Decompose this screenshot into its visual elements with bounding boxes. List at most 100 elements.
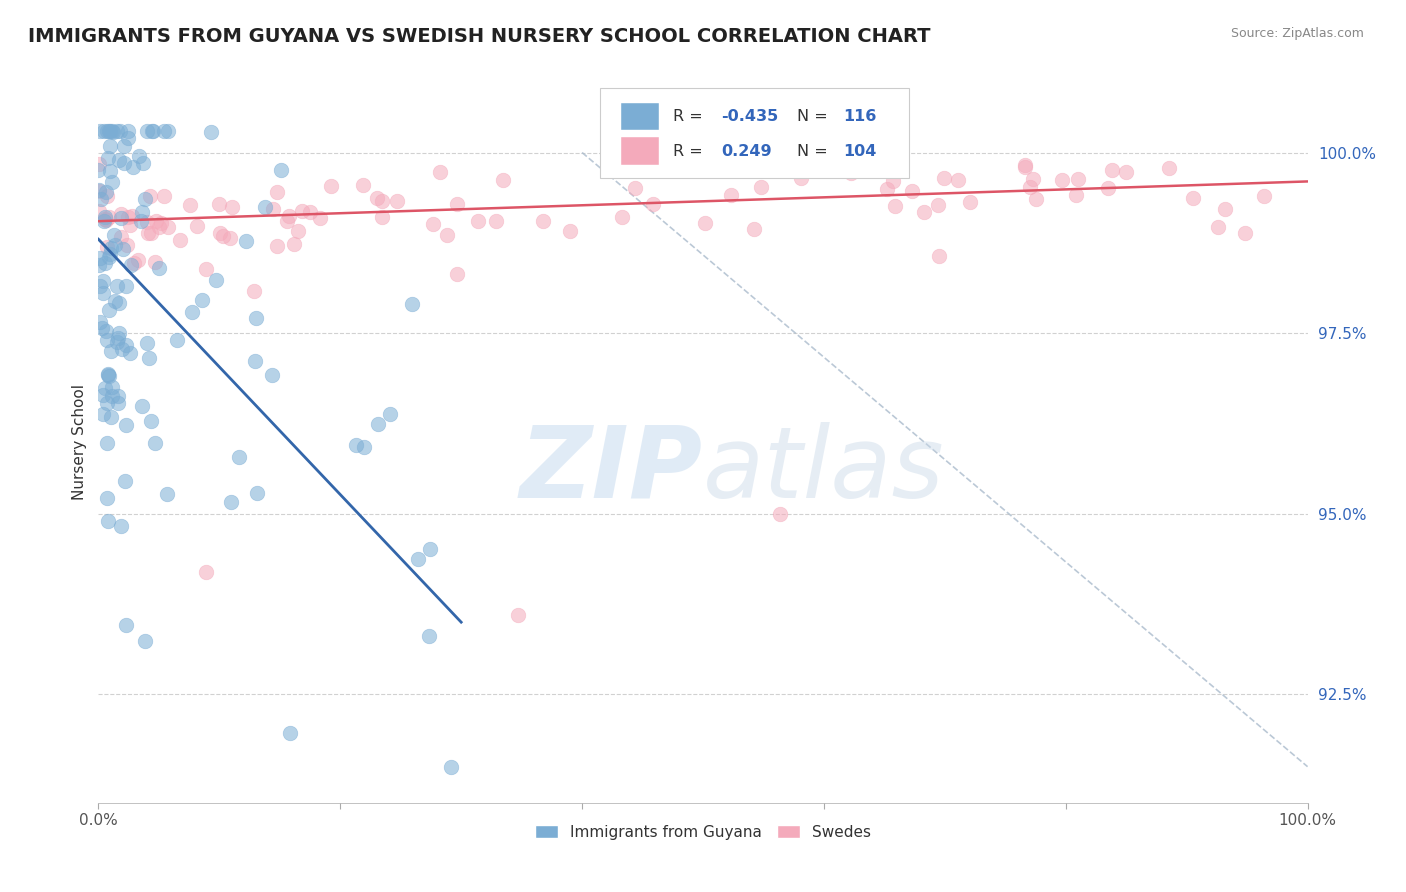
Point <box>107 389 129 403</box>
Point <box>436 227 458 242</box>
Point <box>148 220 170 235</box>
Point <box>93 212 115 227</box>
Point <box>278 726 301 740</box>
Point <box>932 170 955 185</box>
Point <box>839 166 862 180</box>
Point <box>96 396 118 410</box>
Point <box>94 213 117 227</box>
Point <box>136 226 159 240</box>
Point <box>506 607 529 622</box>
Point <box>87 156 110 170</box>
Point <box>142 124 165 138</box>
Point <box>1234 226 1257 240</box>
Point <box>344 438 367 452</box>
Point <box>91 321 114 335</box>
Point <box>208 197 231 211</box>
Point <box>104 294 127 309</box>
Point <box>101 125 124 139</box>
Point <box>131 205 153 219</box>
Point <box>884 199 907 213</box>
Point <box>108 153 131 168</box>
Point <box>298 205 321 219</box>
Point <box>769 507 792 521</box>
Point <box>200 125 222 139</box>
Point <box>97 368 120 383</box>
Point <box>115 338 138 352</box>
Point <box>136 124 159 138</box>
Point <box>93 124 115 138</box>
Point <box>1014 158 1036 172</box>
Point <box>89 258 111 272</box>
Point <box>610 210 633 224</box>
Point <box>243 284 266 298</box>
Point <box>98 247 121 261</box>
Point <box>366 190 388 204</box>
Point <box>114 618 136 632</box>
Point <box>87 163 110 178</box>
Point <box>118 345 141 359</box>
Point <box>319 178 342 193</box>
Point <box>194 565 217 579</box>
Point <box>98 138 121 153</box>
Point <box>720 188 742 202</box>
Point <box>283 236 305 251</box>
Point <box>1097 181 1119 195</box>
Point <box>111 342 134 356</box>
Point <box>900 185 922 199</box>
Point <box>97 367 120 381</box>
Point <box>117 124 139 138</box>
Y-axis label: Nursery School: Nursery School <box>72 384 87 500</box>
Point <box>120 258 142 272</box>
Point <box>378 407 401 421</box>
Point <box>134 193 156 207</box>
Point <box>107 396 129 410</box>
Point <box>139 414 162 428</box>
Point <box>141 124 163 138</box>
Point <box>108 124 131 138</box>
Point <box>245 353 267 368</box>
Point <box>1213 202 1236 216</box>
Point <box>212 229 235 244</box>
Point <box>1101 162 1123 177</box>
Point <box>1182 191 1205 205</box>
Point <box>101 175 124 189</box>
Point <box>927 197 949 211</box>
Point <box>115 279 138 293</box>
Point <box>135 336 157 351</box>
Point <box>143 255 166 269</box>
Point <box>205 273 228 287</box>
Point <box>96 324 118 338</box>
Point <box>100 410 122 425</box>
Point <box>89 251 111 265</box>
Text: -0.435: -0.435 <box>721 109 779 124</box>
Point <box>186 219 208 233</box>
Point <box>287 224 309 238</box>
Point <box>406 551 429 566</box>
Point <box>153 189 176 203</box>
Point <box>156 124 179 138</box>
Point <box>91 286 114 301</box>
Point <box>1025 192 1047 206</box>
Point <box>89 124 111 138</box>
Point <box>742 222 765 236</box>
Point <box>108 296 131 310</box>
Point <box>98 124 121 138</box>
Point <box>89 278 111 293</box>
Point <box>91 388 114 402</box>
Bar <box>621 103 659 130</box>
Point <box>107 331 129 345</box>
Point <box>1066 188 1088 202</box>
Point <box>643 196 665 211</box>
Point <box>96 186 118 200</box>
Point <box>110 518 132 533</box>
Point <box>1022 172 1045 186</box>
Point <box>181 305 204 319</box>
Point <box>853 123 876 137</box>
Point <box>156 220 179 235</box>
Point <box>96 491 118 506</box>
Point <box>419 542 441 557</box>
Point <box>139 189 162 203</box>
Point <box>100 343 122 358</box>
Point <box>117 131 139 145</box>
Point <box>1115 165 1137 179</box>
